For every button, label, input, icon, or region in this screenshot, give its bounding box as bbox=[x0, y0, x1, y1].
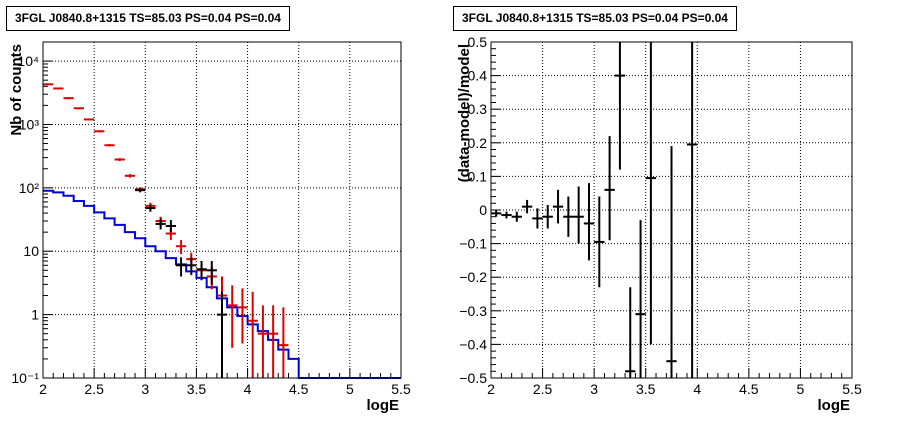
data-point bbox=[196, 261, 207, 281]
data-point bbox=[635, 220, 646, 378]
data-point bbox=[175, 240, 187, 255]
x-tick-label: 4.5 bbox=[739, 381, 759, 397]
y-tick-label: −0.1 bbox=[459, 236, 487, 252]
y-tick-label: 0.3 bbox=[468, 101, 488, 117]
data-point bbox=[53, 87, 64, 90]
data-point bbox=[625, 287, 636, 378]
data-point bbox=[614, 42, 626, 170]
y-tick-label: 10³ bbox=[19, 116, 40, 132]
data-point bbox=[666, 146, 677, 378]
data-point bbox=[186, 257, 197, 276]
data-point bbox=[175, 257, 187, 277]
y-axis-label: (data-model)/model bbox=[456, 44, 473, 182]
right-plot-title: 3FGL J0840.8+1315 TS=85.03 PS=0.04 PS=0.… bbox=[453, 6, 737, 31]
data-point bbox=[206, 261, 217, 285]
y-tick-label: 0.2 bbox=[468, 135, 488, 151]
x-tick-label: 2.5 bbox=[533, 381, 553, 397]
data-point bbox=[257, 305, 269, 378]
data-point bbox=[268, 305, 279, 378]
data-point bbox=[686, 42, 698, 378]
x-tick-label: 3 bbox=[590, 381, 598, 397]
plot-frame bbox=[490, 41, 853, 379]
y-tick-label: 0.4 bbox=[468, 68, 488, 84]
data-point bbox=[563, 196, 574, 237]
x-tick-label: 5.5 bbox=[842, 381, 862, 397]
y-tick-label: 0.1 bbox=[468, 168, 488, 184]
y-tick-label: 10² bbox=[19, 180, 40, 196]
data-point bbox=[521, 199, 533, 214]
data-point bbox=[491, 210, 502, 217]
data-point bbox=[135, 188, 146, 193]
x-axis-label: logE bbox=[818, 397, 851, 414]
y-tick-label: 0.5 bbox=[468, 34, 488, 50]
data-point bbox=[155, 218, 166, 230]
data-point bbox=[532, 208, 543, 229]
y-tick-label: 10⁴ bbox=[17, 53, 39, 69]
data-point bbox=[227, 285, 238, 348]
y-tick-label: 0 bbox=[479, 202, 487, 218]
data-point bbox=[63, 97, 74, 100]
data-point bbox=[552, 189, 564, 224]
x-tick-label: 2 bbox=[487, 381, 495, 397]
x-tick-label: 3 bbox=[141, 381, 149, 397]
data-point bbox=[247, 291, 258, 378]
x-tick-label: 3.5 bbox=[187, 381, 207, 397]
y-axis-label: Nb of counts bbox=[8, 44, 25, 136]
data-point bbox=[114, 158, 125, 162]
data-point bbox=[124, 174, 136, 178]
plot-frame bbox=[42, 41, 402, 379]
data-point bbox=[165, 220, 176, 233]
data-point bbox=[43, 83, 54, 86]
data-point bbox=[83, 118, 95, 121]
counts-chart: 2 2.5 3 3.5 4 4.5 5 5.5 10⁻¹ 1 10 10² 10³ 10⁴ logE Nb o… bbox=[8, 41, 411, 414]
x-tick-label: 5 bbox=[346, 381, 354, 397]
y-tick-label: 10 bbox=[23, 243, 39, 259]
left-plot-title: 3FGL J0840.8+1315 TS=85.03 PS=0.04 PS=0.… bbox=[6, 6, 290, 31]
x-tick-label: 4 bbox=[693, 381, 701, 397]
data-point bbox=[237, 288, 248, 344]
data-point bbox=[104, 144, 115, 147]
y-tick-label: −0.4 bbox=[459, 336, 487, 352]
data-point bbox=[573, 186, 584, 244]
y-tick-label: −0.5 bbox=[459, 370, 487, 386]
data-point bbox=[645, 42, 657, 345]
data-point bbox=[583, 183, 595, 261]
x-axis-label: logE bbox=[367, 397, 400, 414]
data-point bbox=[73, 107, 84, 110]
data-point bbox=[542, 204, 553, 229]
x-tick-label: 3.5 bbox=[636, 381, 656, 397]
x-tick-label: 2.5 bbox=[84, 381, 104, 397]
x-tick-label: 4 bbox=[244, 381, 252, 397]
data-point bbox=[94, 130, 105, 133]
y-tick-label: −0.3 bbox=[459, 303, 487, 319]
data-point bbox=[511, 211, 522, 222]
data-point bbox=[501, 211, 512, 219]
data-point bbox=[604, 136, 615, 241]
data-point bbox=[278, 307, 289, 378]
x-tick-label: 4.5 bbox=[289, 381, 309, 397]
x-tick-label: 5 bbox=[797, 381, 805, 397]
data-point bbox=[145, 204, 156, 212]
y-tick-label: 10⁻¹ bbox=[11, 370, 39, 386]
y-tick-label: −0.2 bbox=[459, 269, 487, 285]
data-point bbox=[216, 291, 228, 378]
x-tick-label: 2 bbox=[39, 381, 47, 397]
data-point bbox=[594, 196, 605, 288]
y-tick-label: 1 bbox=[31, 307, 39, 323]
x-tick-label: 5.5 bbox=[391, 381, 411, 397]
residual-chart: 2 2.5 3 3.5 4 4.5 5 5.5 −0.5 −0.4 −0.3 −0.2 −0.1 0 0.1… bbox=[456, 34, 862, 414]
